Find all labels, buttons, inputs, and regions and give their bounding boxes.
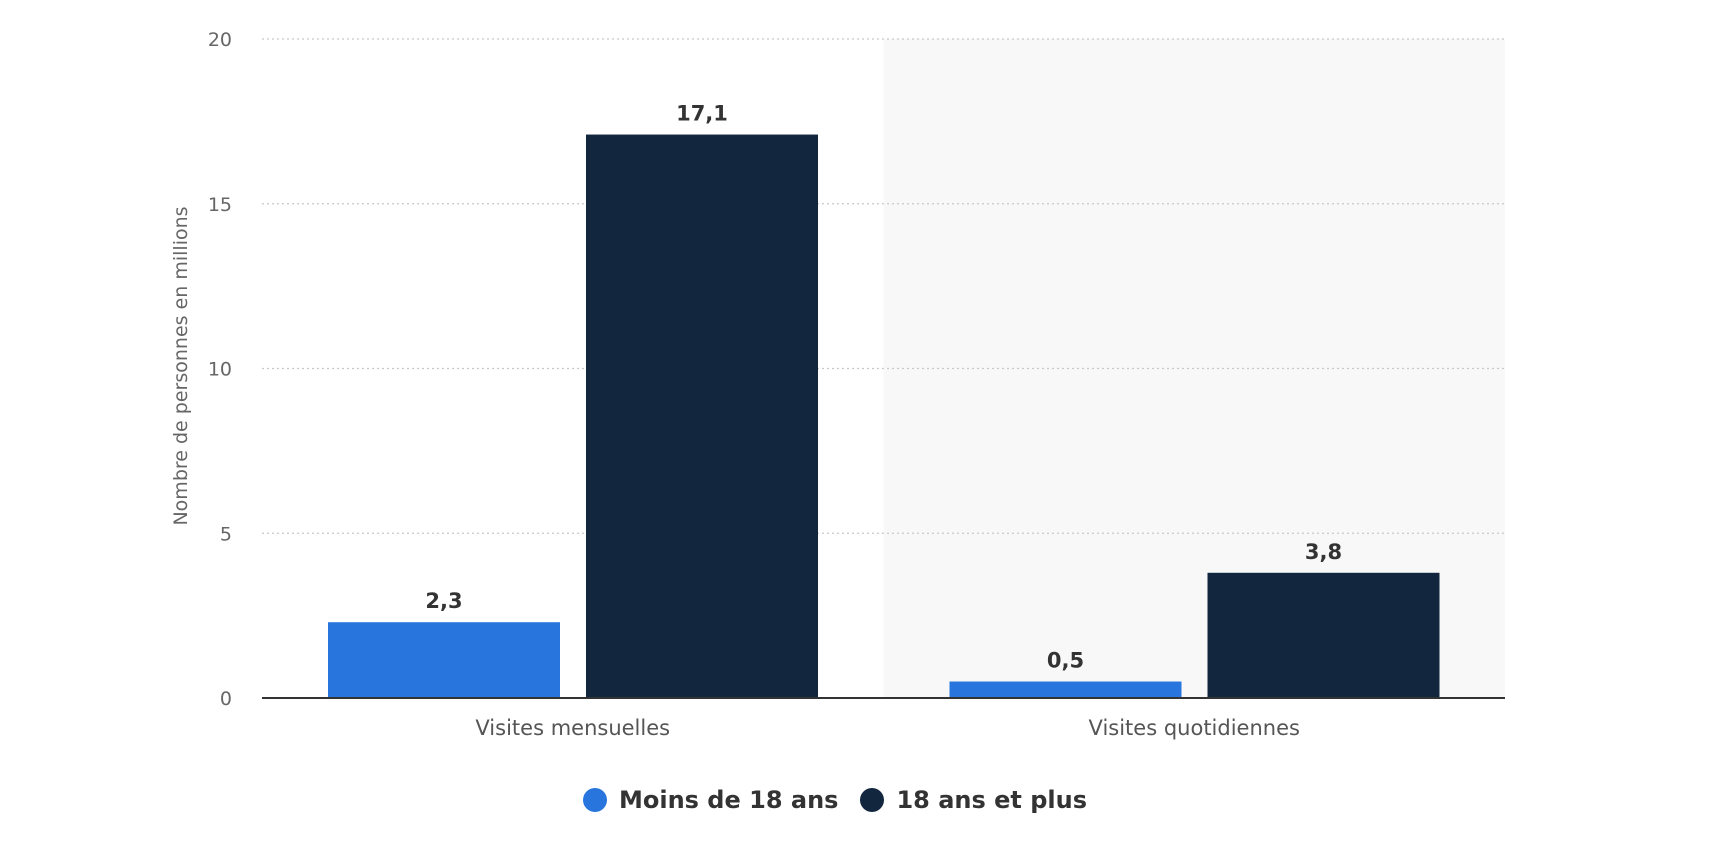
data-labels: 2,3 17,1 0,5 3,8 [425, 102, 1342, 673]
x-category-label: Visites mensuelles [475, 716, 670, 740]
bars [328, 134, 1440, 698]
y-tick-label: 20 [208, 29, 232, 51]
data-label: 17,1 [676, 102, 728, 126]
y-tick-label: 0 [220, 688, 232, 710]
legend-label: 18 ans et plus [896, 786, 1088, 814]
gridlines [262, 38, 1505, 534]
bar-moins-de-18-ans-visites-mensuelles[interactable] [328, 622, 560, 698]
data-label: 0,5 [1047, 649, 1084, 673]
y-tick-label: 15 [208, 194, 232, 216]
bar-moins-de-18-ans-visites-quotidiennes[interactable] [949, 681, 1182, 698]
legend-item-moins-de-18-ans[interactable]: Moins de 18 ans [582, 786, 839, 814]
y-tick-label: 10 [208, 359, 232, 381]
x-axis-labels: Visites mensuelles Visites quotidiennes [475, 716, 1300, 740]
legend-marker-icon [582, 788, 607, 812]
data-label: 3,8 [1305, 540, 1342, 564]
bar-18-ans-et-plus-visites-mensuelles[interactable] [586, 134, 818, 698]
y-tick-label: 5 [220, 523, 232, 545]
legend-marker-icon [860, 788, 885, 812]
legend: Moins de 18 ans 18 ans et plus [0, 786, 1700, 814]
y-axis-title: Nombre de personnes en millions [170, 206, 192, 525]
x-category-label: Visites quotidiennes [1089, 716, 1300, 740]
legend-item-18-ans-et-plus[interactable]: 18 ans et plus [860, 786, 1087, 814]
data-label: 2,3 [425, 589, 462, 613]
bar-18-ans-et-plus-visites-quotidiennes[interactable] [1207, 572, 1440, 698]
legend-label: Moins de 18 ans [618, 786, 839, 814]
y-axis-ticks: 0 5 10 15 20 [208, 29, 232, 710]
